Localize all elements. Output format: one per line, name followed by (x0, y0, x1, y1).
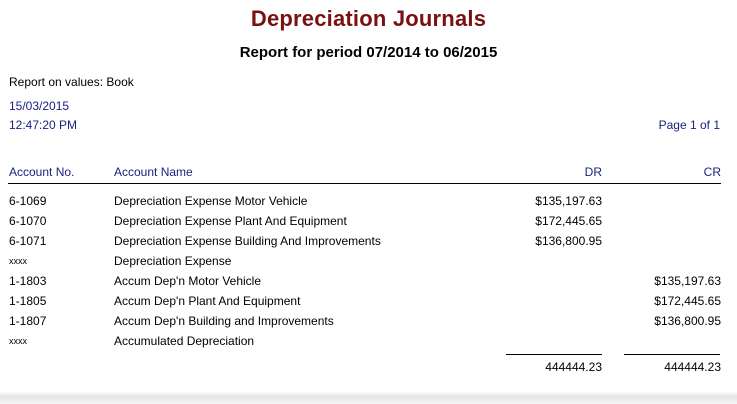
report-date: 15/03/2015 (9, 99, 70, 113)
account-no: 6-1069 (9, 194, 47, 208)
report-title: Depreciation Journals (250, 6, 487, 31)
report-subtitle: Report for period 07/2014 to 06/2015 (239, 44, 498, 61)
account-name: Accum Dep'n Plant And Equipment (114, 294, 301, 308)
table-row: 6-1070 Depreciation Expense Plant And Eq… (0, 212, 737, 232)
column-header-account-no: Account No. (9, 165, 75, 179)
debit-total: 444444.23 (545, 360, 602, 374)
credit-value: $172,445.65 (654, 294, 721, 308)
credit-total-rule (624, 354, 720, 355)
account-no: 1-1805 (9, 294, 47, 308)
debit-value: $135,197.63 (535, 194, 602, 208)
journal-rows: 6-1069 Depreciation Expense Motor Vehicl… (0, 192, 737, 352)
credit-value: $136,800.95 (654, 314, 721, 328)
column-header-account-name: Account Name (114, 165, 193, 179)
page-number: Page 1 of 1 (658, 118, 720, 132)
table-row: 1-1805 Accum Dep'n Plant And Equipment $… (0, 292, 737, 312)
credit-total: 444444.23 (664, 360, 721, 374)
debit-value: $136,800.95 (535, 234, 602, 248)
account-name: Accum Dep'n Building and Improvements (114, 314, 334, 328)
debit-total-rule (506, 354, 602, 355)
account-name: Depreciation Expense (114, 254, 232, 268)
account-name: Accumulated Depreciation (114, 334, 255, 348)
account-name: Depreciation Expense Plant And Equipment (114, 214, 347, 228)
report-on-values: Report on values: Book (9, 75, 134, 89)
table-row: xxxx Depreciation Expense (0, 252, 737, 272)
credit-value: $135,197.63 (654, 274, 721, 288)
page-bottom-shadow (0, 391, 737, 404)
table-row: xxxx Accumulated Depreciation (0, 332, 737, 352)
column-header-dr: DR (584, 165, 602, 179)
account-no: 1-1807 (9, 314, 47, 328)
account-no: 6-1071 (9, 234, 47, 248)
table-row: 6-1069 Depreciation Expense Motor Vehicl… (0, 192, 737, 212)
header-divider (8, 183, 721, 184)
column-header-cr: CR (703, 165, 721, 179)
account-no: 1-1803 (9, 274, 47, 288)
table-row: 1-1807 Accum Dep'n Building and Improvem… (0, 312, 737, 332)
debit-value: $172,445.65 (535, 214, 602, 228)
account-name: Accum Dep'n Motor Vehicle (114, 274, 262, 288)
account-no: xxxx (9, 256, 27, 266)
account-name: Depreciation Expense Building And Improv… (114, 234, 381, 248)
table-row: 1-1803 Accum Dep'n Motor Vehicle $135,19… (0, 272, 737, 292)
report-time: 12:47:20 PM (9, 118, 78, 132)
account-no: 6-1070 (9, 214, 47, 228)
account-no: xxxx (9, 336, 27, 346)
account-name: Depreciation Expense Motor Vehicle (114, 194, 308, 208)
table-row: 6-1071 Depreciation Expense Building And… (0, 232, 737, 252)
